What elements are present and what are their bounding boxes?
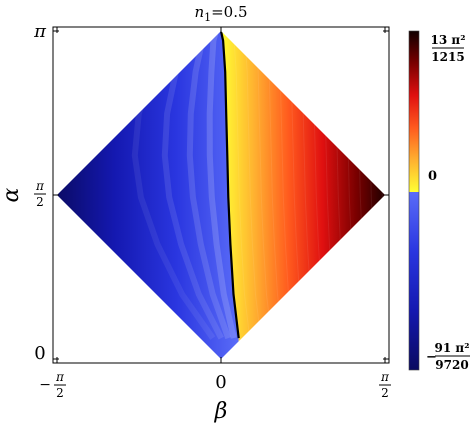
- x-tick-numerator: π: [380, 370, 390, 384]
- y-tick-numerator: π: [35, 179, 45, 193]
- y-axis-label: α: [0, 187, 24, 202]
- colorbar-max-numerator: 13 π²: [431, 33, 466, 47]
- colorbar-min-sign: −: [426, 350, 437, 365]
- x-axis-ticks: π2− 0 π2: [39, 357, 391, 400]
- colorbar-frame: [408, 30, 420, 371]
- x-tick-label: 0: [215, 372, 226, 393]
- y-tick-label: 0: [34, 343, 45, 364]
- colorbar-positive: [409, 31, 419, 192]
- y-axis-ticks: 0 π 2 π: [33, 21, 59, 364]
- y-tick-denominator: 2: [36, 195, 44, 209]
- colorbar-zero-label: 0: [428, 169, 437, 184]
- x-axis-label: β: [214, 399, 228, 424]
- colorbar-max-label: 13 π² 1215: [431, 33, 466, 64]
- colorbar-negative: [409, 192, 419, 370]
- colorbar: 13 π² 1215 0 − 91 π² 9720: [408, 30, 470, 372]
- negative-band: [206, 31, 237, 339]
- positive-band: [231, 31, 251, 339]
- x-tick-numerator: π: [55, 370, 65, 384]
- zero-contour-line: [219, 31, 240, 339]
- y-tick-label: π: [33, 21, 47, 42]
- colorbar-min-numerator: 91 π²: [435, 341, 470, 355]
- x-tick-sign: −: [39, 377, 51, 393]
- colorbar-max-denominator: 1215: [431, 50, 464, 64]
- heatmap: [57, 31, 385, 359]
- positive-band: [374, 31, 385, 339]
- chart-title: n1=0.5: [194, 3, 247, 24]
- x-tick-denominator: 2: [56, 386, 64, 400]
- colorbar-min-denominator: 9720: [435, 358, 468, 372]
- x-tick-denominator: 2: [381, 386, 389, 400]
- colorbar-min-label: − 91 π² 9720: [426, 341, 470, 372]
